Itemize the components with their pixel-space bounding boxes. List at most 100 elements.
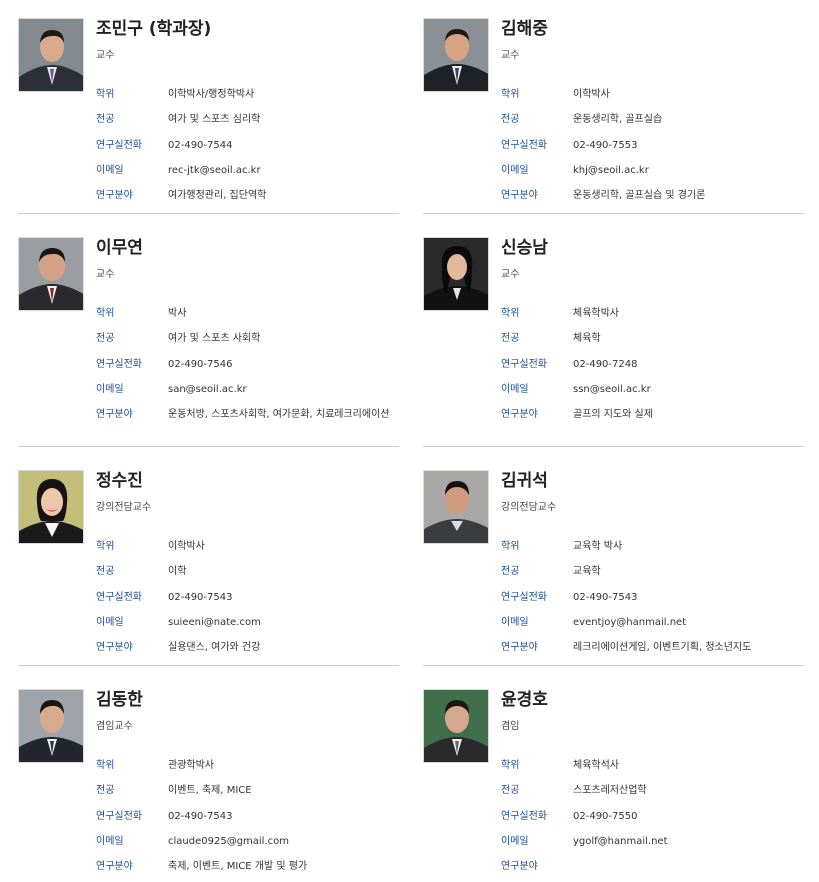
research-label: 연구분야 xyxy=(501,190,538,201)
research-value: 운동처방, 스포츠사회학, 여가문화, 치료레크리에이션 xyxy=(168,409,390,420)
professor-name: 신승남 xyxy=(501,238,548,258)
email-value[interactable]: ssn@seoil.ac.kr xyxy=(573,384,651,395)
research-label: 연구분야 xyxy=(96,190,133,201)
degree-value: 체육학박사 xyxy=(573,308,619,319)
research-label: 연구분야 xyxy=(501,409,538,420)
email-value[interactable]: rec-jtk@seoil.ac.kr xyxy=(168,165,261,176)
professor-photo xyxy=(18,237,84,311)
major-label: 전공 xyxy=(96,785,115,796)
research-value: 실용댄스, 여가와 건강 xyxy=(168,642,261,653)
professor-position: 교수 xyxy=(96,269,115,280)
major-value: 스포츠레저산업학 xyxy=(573,785,647,796)
lab-phone-label: 연구실전화 xyxy=(501,592,547,603)
major-value: 체육학 xyxy=(573,333,601,344)
major-label: 전공 xyxy=(501,333,520,344)
email-label: 이메일 xyxy=(96,165,124,176)
email-label: 이메일 xyxy=(96,836,124,847)
degree-value: 체육학석사 xyxy=(573,760,619,771)
email-value[interactable]: eventjoy@hanmail.net xyxy=(573,617,687,628)
lab-phone-value: 02-490-7550 xyxy=(573,811,638,822)
email-label: 이메일 xyxy=(501,836,529,847)
degree-value: 교육학 박사 xyxy=(573,541,623,552)
research-value: 골프의 지도와 실제 xyxy=(573,409,653,420)
card-divider xyxy=(18,213,399,214)
research-value: 레크리에이션게임, 이벤트기획, 청소년지도 xyxy=(573,642,752,653)
email-label: 이메일 xyxy=(501,384,529,395)
professor-photo xyxy=(18,18,84,92)
major-value: 이학 xyxy=(168,566,187,577)
card-divider xyxy=(18,665,399,666)
research-label: 연구분야 xyxy=(501,861,538,872)
research-label: 연구분야 xyxy=(96,409,133,420)
lab-phone-value: 02-490-7543 xyxy=(168,592,233,603)
email-label: 이메일 xyxy=(501,617,529,628)
degree-value: 관광학박사 xyxy=(168,760,214,771)
research-label: 연구분야 xyxy=(501,642,538,653)
lab-phone-label: 연구실전화 xyxy=(96,592,142,603)
lab-phone-label: 연구실전화 xyxy=(96,359,142,370)
professor-name: 정수진 xyxy=(96,471,143,491)
degree-value: 이학박사/행정학박사 xyxy=(168,89,255,100)
lab-phone-value: 02-490-7546 xyxy=(168,359,233,370)
major-value: 여가 및 스포츠 심리학 xyxy=(168,114,261,125)
email-value[interactable]: claude0925@gmail.com xyxy=(168,836,290,847)
degree-label: 학위 xyxy=(96,760,115,771)
degree-value: 박사 xyxy=(168,308,187,319)
professor-position: 교수 xyxy=(501,269,520,280)
lab-phone-value: 02-490-7543 xyxy=(573,592,638,603)
professor-name: 윤경호 xyxy=(501,690,548,710)
major-label: 전공 xyxy=(501,114,520,125)
email-value[interactable]: suieeni@nate.com xyxy=(168,617,261,628)
degree-value: 이학박사 xyxy=(573,89,610,100)
professor-position: 겸임교수 xyxy=(96,721,133,732)
major-label: 전공 xyxy=(96,566,115,577)
degree-label: 학위 xyxy=(501,760,520,771)
lab-phone-value: 02-490-7553 xyxy=(573,140,638,151)
major-label: 전공 xyxy=(96,114,115,125)
research-value: 운동생리학, 골프실습 및 경기론 xyxy=(573,190,706,201)
card-divider xyxy=(423,213,804,214)
professor-photo xyxy=(18,470,84,544)
lab-phone-label: 연구실전화 xyxy=(501,359,547,370)
professor-photo xyxy=(423,689,489,763)
email-value[interactable]: khj@seoil.ac.kr xyxy=(573,165,649,176)
professor-position: 겸임 xyxy=(501,721,520,732)
lab-phone-value: 02-490-7248 xyxy=(573,359,638,370)
email-label: 이메일 xyxy=(501,165,529,176)
professor-name: 이무연 xyxy=(96,238,143,258)
major-value: 여가 및 스포츠 사회학 xyxy=(168,333,261,344)
email-value[interactable]: san@seoil.ac.kr xyxy=(168,384,247,395)
professor-photo xyxy=(423,18,489,92)
major-value: 운동생리학, 골프실습 xyxy=(573,114,663,125)
lab-phone-value: 02-490-7544 xyxy=(168,140,233,151)
professor-photo xyxy=(423,470,489,544)
professor-name: 김해중 xyxy=(501,19,548,39)
degree-label: 학위 xyxy=(96,308,115,319)
card-divider xyxy=(423,665,804,666)
lab-phone-label: 연구실전화 xyxy=(96,811,142,822)
research-label: 연구분야 xyxy=(96,642,133,653)
professor-name: 김동한 xyxy=(96,690,143,710)
lab-phone-value: 02-490-7543 xyxy=(168,811,233,822)
degree-label: 학위 xyxy=(96,541,115,552)
major-value: 이벤트, 축제, MICE xyxy=(168,785,252,796)
major-label: 전공 xyxy=(501,566,520,577)
professor-name: 조민구 (학과장) xyxy=(96,19,212,39)
professor-name: 김귀석 xyxy=(501,471,548,491)
degree-label: 학위 xyxy=(501,308,520,319)
degree-label: 학위 xyxy=(96,89,115,100)
professor-photo xyxy=(18,689,84,763)
professor-position: 교수 xyxy=(96,50,115,61)
lab-phone-label: 연구실전화 xyxy=(501,140,547,151)
professor-position: 강의전담교수 xyxy=(501,502,557,513)
email-label: 이메일 xyxy=(96,617,124,628)
email-value[interactable]: ygolf@hanmail.net xyxy=(573,836,668,847)
degree-label: 학위 xyxy=(501,89,520,100)
major-label: 전공 xyxy=(96,333,115,344)
research-value: 축제, 이벤트, MICE 개발 및 평가 xyxy=(168,861,308,872)
research-value: 여가행정관리, 집단역학 xyxy=(168,190,267,201)
email-label: 이메일 xyxy=(96,384,124,395)
major-value: 교육학 xyxy=(573,566,601,577)
lab-phone-label: 연구실전화 xyxy=(96,140,142,151)
card-divider xyxy=(423,446,804,447)
